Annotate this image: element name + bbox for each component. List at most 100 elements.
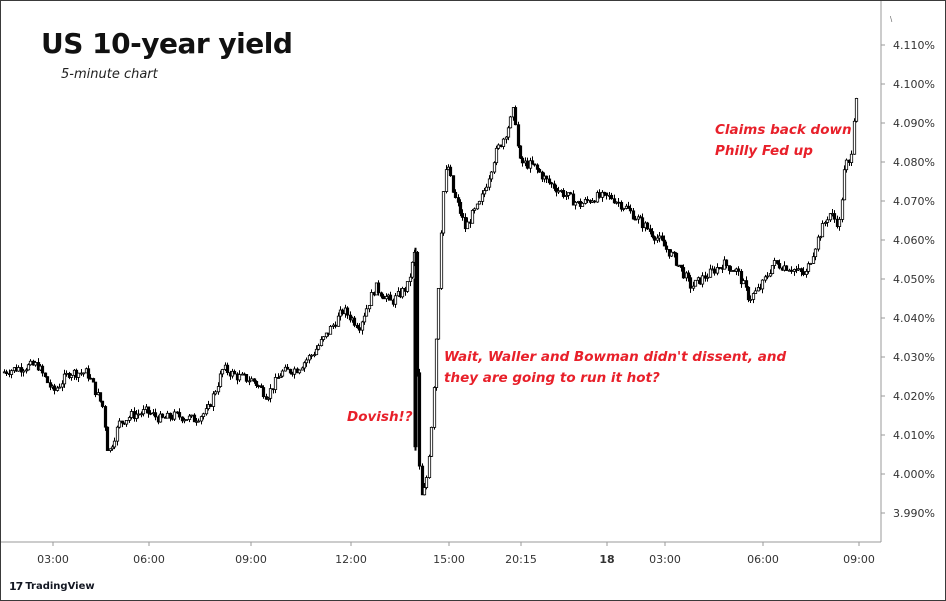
candle [168, 412, 173, 422]
candle [825, 216, 830, 227]
candle [172, 409, 177, 421]
candle [744, 276, 749, 291]
candle-body [216, 386, 221, 393]
candle-body [444, 169, 449, 192]
candle [254, 380, 259, 389]
x-tick-label: 06:00 [747, 553, 779, 566]
candle [813, 248, 818, 261]
candle-body [777, 263, 782, 269]
candle [513, 105, 518, 126]
candle-body [508, 116, 513, 129]
candle-body [26, 364, 31, 371]
candle-body [597, 192, 602, 198]
candle-body [345, 307, 350, 316]
candle-body [525, 160, 530, 169]
candle-body [304, 359, 309, 364]
candle [482, 188, 487, 198]
candle-body [669, 251, 674, 257]
candle [662, 235, 667, 247]
annotation-claims: Claims back down [715, 122, 852, 138]
candle-body [434, 338, 439, 388]
candle-body [319, 339, 324, 347]
chart-title: US 10-year yield [41, 27, 293, 60]
y-tick-label: 4.010% [893, 429, 935, 442]
candle-body [693, 279, 698, 287]
candle-body [124, 420, 129, 425]
candle-body [664, 245, 669, 250]
candle [48, 379, 53, 391]
candle [528, 157, 533, 173]
candle [753, 287, 758, 295]
candle-body [808, 263, 813, 265]
candle-body [573, 202, 578, 206]
candle-body [62, 373, 67, 385]
candle-body [302, 362, 307, 369]
candle-body [504, 136, 509, 140]
candle [609, 192, 614, 200]
candle-body [388, 294, 393, 301]
candle-body [482, 190, 487, 195]
candle-body [110, 446, 115, 450]
candle-body [806, 263, 811, 272]
candle [348, 311, 353, 323]
candle-body [518, 145, 523, 159]
candle [804, 268, 809, 278]
candle-body [408, 276, 413, 282]
candle-body [357, 327, 362, 331]
x-tick-label: 15:00 [433, 553, 465, 566]
candle [177, 408, 182, 420]
candle [580, 202, 585, 207]
candle [304, 357, 309, 367]
candle-body [470, 210, 475, 224]
candle [547, 175, 552, 185]
candle-body [676, 264, 681, 267]
candle-body [69, 374, 74, 378]
candle [808, 262, 813, 265]
candle-body [55, 387, 60, 391]
candles-layer [2, 97, 859, 496]
candle [676, 264, 681, 267]
candle [244, 374, 249, 383]
candle-body [477, 200, 482, 205]
candle-body [619, 201, 624, 210]
candle-body [638, 216, 643, 219]
candle-body [324, 332, 329, 338]
candle [57, 383, 62, 389]
candle-body [417, 372, 422, 467]
candle-body [348, 314, 353, 321]
y-tick-label: 4.030% [893, 351, 935, 364]
candle [456, 194, 461, 207]
candle-body [146, 406, 151, 414]
candle-body [379, 292, 384, 297]
candle [364, 304, 369, 317]
candle [345, 306, 350, 319]
candle-body [679, 264, 684, 268]
candle [434, 338, 439, 391]
candle-body [633, 218, 638, 221]
candle-body [489, 171, 494, 180]
candle-body [609, 194, 614, 200]
candle-body [172, 411, 177, 420]
candle-body [492, 162, 497, 173]
candle-body [21, 370, 26, 373]
candle [674, 252, 679, 267]
candle-body [686, 272, 691, 279]
candle [717, 267, 722, 270]
candle [811, 252, 816, 265]
candle [86, 365, 91, 382]
candle [340, 308, 345, 316]
candle [823, 220, 828, 227]
candle [139, 411, 144, 418]
candle-body [674, 252, 679, 266]
candle [508, 115, 513, 129]
candle-body [472, 208, 477, 211]
candle [561, 188, 566, 199]
candle [129, 409, 134, 420]
candle [626, 201, 631, 209]
candle-body [76, 372, 81, 378]
candle [393, 293, 398, 308]
candle-body [650, 231, 655, 238]
candle-body [688, 277, 693, 289]
candle-body [16, 367, 21, 372]
candle-body [266, 397, 271, 400]
